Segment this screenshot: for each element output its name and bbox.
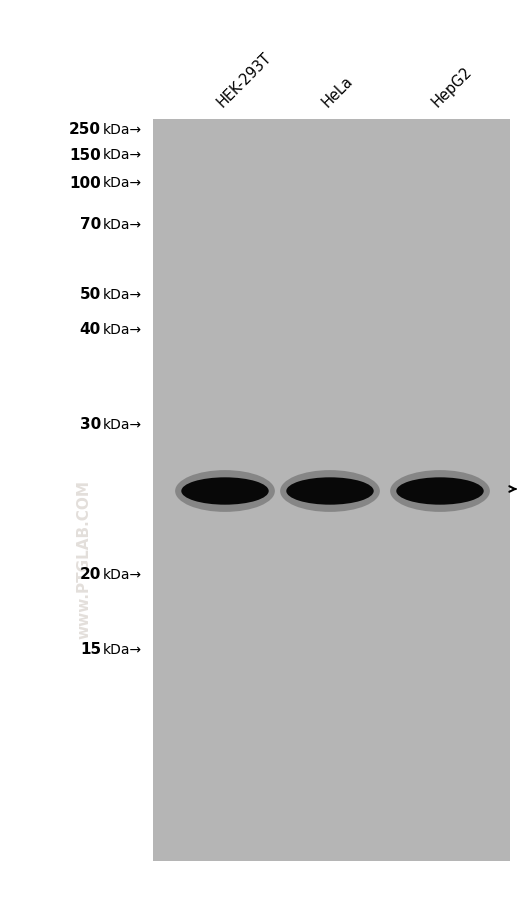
Text: 100: 100 [69, 175, 101, 190]
Ellipse shape [181, 478, 269, 505]
Text: 70: 70 [80, 217, 101, 232]
Bar [153, 120, 510, 861]
Ellipse shape [390, 471, 490, 512]
Text: kDa→: kDa→ [103, 176, 142, 189]
Text: 30: 30 [80, 417, 101, 432]
Ellipse shape [286, 478, 374, 505]
Ellipse shape [396, 478, 484, 505]
Text: kDa→: kDa→ [103, 567, 142, 582]
Text: 150: 150 [69, 147, 101, 162]
Text: 250: 250 [69, 123, 101, 137]
Text: HEK-293T: HEK-293T [215, 50, 275, 110]
Ellipse shape [280, 471, 380, 512]
Text: 50: 50 [80, 287, 101, 302]
Text: kDa→: kDa→ [103, 148, 142, 161]
Text: kDa→: kDa→ [103, 123, 142, 137]
Text: www.PTGLAB.COM: www.PTGLAB.COM [77, 480, 92, 639]
Text: kDa→: kDa→ [103, 418, 142, 431]
Text: kDa→: kDa→ [103, 217, 142, 232]
Text: 15: 15 [80, 642, 101, 657]
Text: kDa→: kDa→ [103, 288, 142, 301]
Text: 20: 20 [80, 566, 101, 582]
Text: HepG2: HepG2 [429, 64, 475, 110]
Text: 40: 40 [80, 322, 101, 337]
Text: kDa→: kDa→ [103, 642, 142, 657]
Text: kDa→: kDa→ [103, 323, 142, 336]
Text: HeLa: HeLa [320, 73, 356, 110]
Ellipse shape [175, 471, 275, 512]
